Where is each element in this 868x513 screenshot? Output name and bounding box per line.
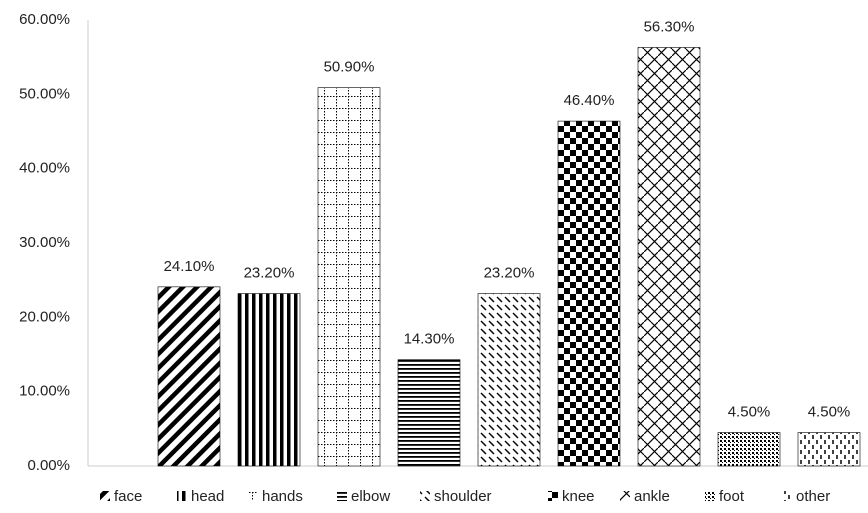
legend-label: elbow	[351, 488, 390, 505]
value-label: 4.50%	[808, 404, 851, 421]
legend-swatch	[420, 491, 430, 501]
bar	[557, 120, 621, 467]
legend-swatch	[620, 491, 630, 501]
value-label: 56.30%	[644, 18, 695, 35]
legend-label: hands	[262, 488, 303, 505]
legend-label: head	[191, 488, 224, 505]
legend-swatch	[177, 491, 187, 501]
legend-swatch	[100, 491, 110, 501]
legend-swatch	[548, 491, 558, 501]
bar	[397, 359, 461, 467]
legend-label: shoulder	[434, 488, 492, 505]
bar	[637, 47, 701, 467]
value-label: 50.90%	[324, 59, 375, 76]
legend-swatch	[782, 491, 792, 501]
y-tick-label: 30.00%	[19, 234, 70, 251]
value-label: 23.20%	[244, 265, 295, 282]
bar	[717, 432, 781, 467]
bar	[477, 293, 541, 467]
bar	[317, 87, 381, 467]
legend-label: foot	[719, 488, 745, 505]
y-tick-label: 40.00%	[19, 160, 70, 177]
bar	[797, 432, 861, 467]
value-label: 23.20%	[484, 265, 535, 282]
value-label: 24.10%	[164, 258, 215, 275]
y-tick-label: 10.00%	[19, 383, 70, 400]
y-tick-label: 50.00%	[19, 85, 70, 102]
legend-label: other	[796, 488, 830, 505]
legend-swatch	[248, 491, 258, 501]
bar	[157, 286, 221, 467]
value-label: 46.40%	[564, 92, 615, 109]
legend-swatch	[337, 491, 347, 501]
legend-swatch	[705, 491, 715, 501]
y-tick-label: 0.00%	[27, 457, 70, 474]
legend-label: ankle	[634, 488, 670, 505]
y-tick-label: 60.00%	[19, 11, 70, 28]
y-tick-label: 20.00%	[19, 308, 70, 325]
legend-label: knee	[562, 488, 595, 505]
legend-label: face	[114, 488, 142, 505]
value-label: 14.30%	[404, 331, 455, 348]
bar	[237, 293, 301, 467]
value-label: 4.50%	[728, 404, 771, 421]
